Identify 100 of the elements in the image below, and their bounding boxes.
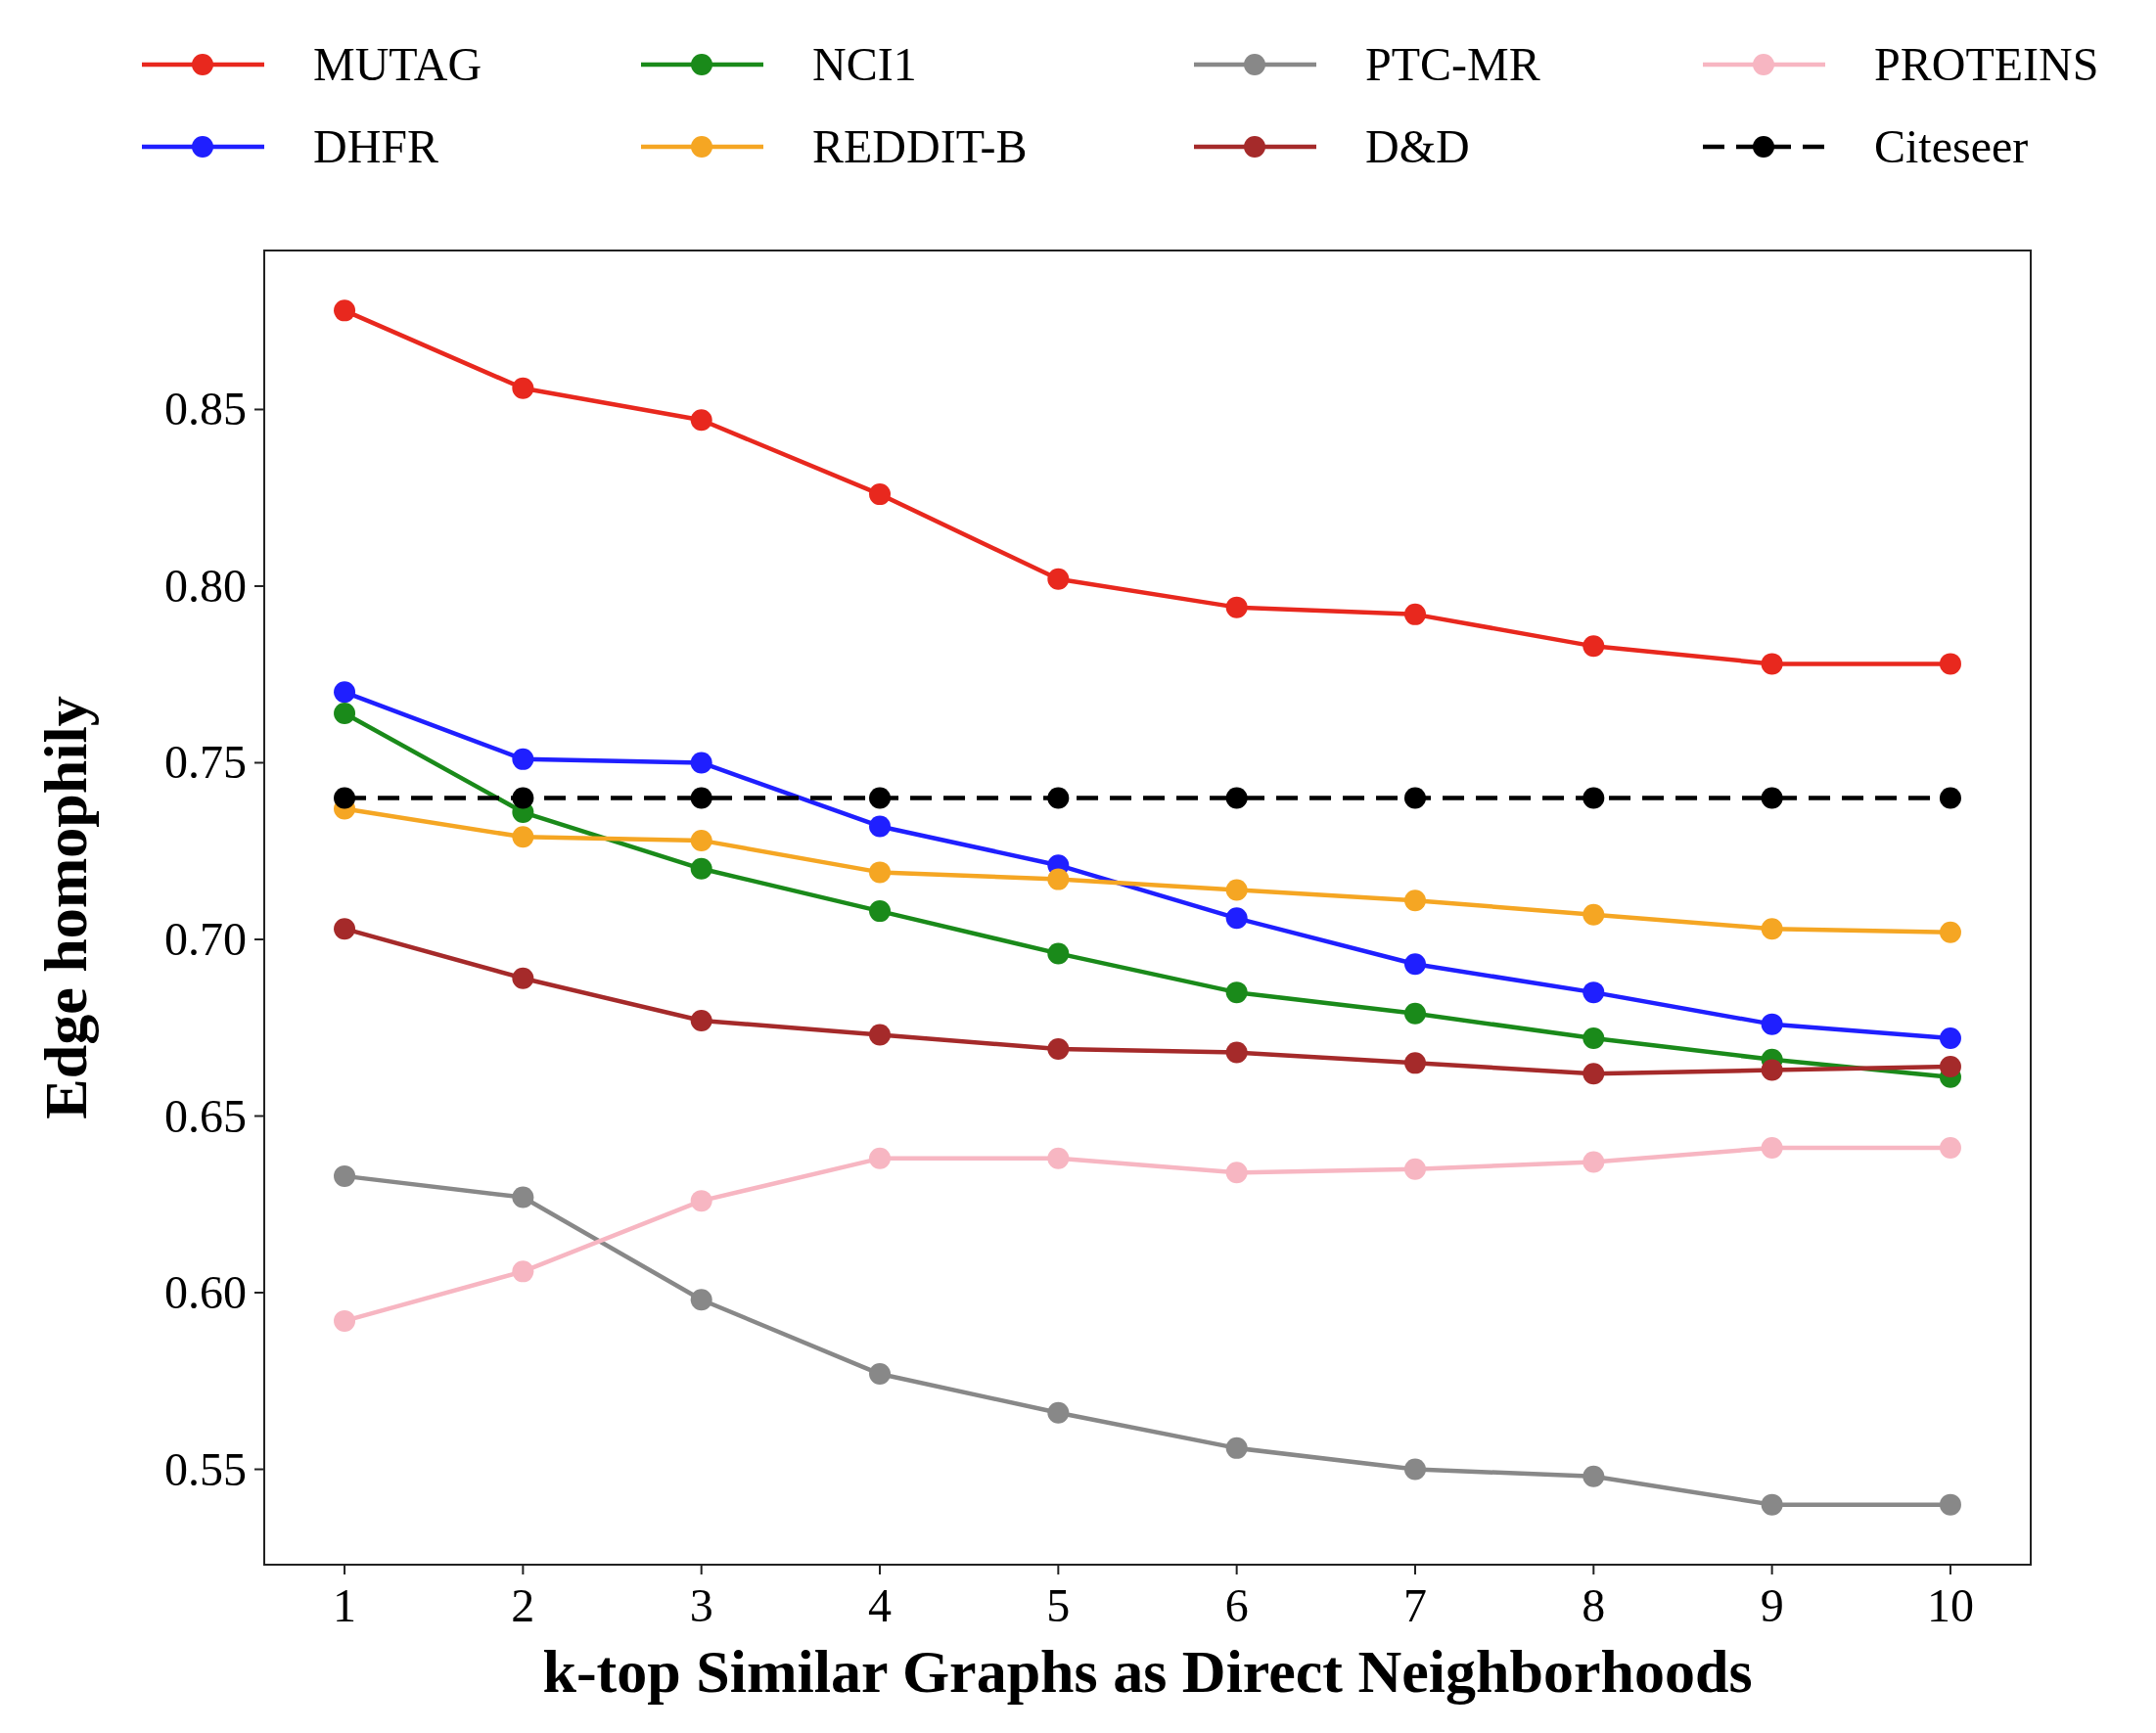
point — [1403, 603, 1426, 625]
point — [690, 1289, 712, 1311]
x-tick-label: 9 — [1760, 1579, 1784, 1631]
point — [690, 787, 712, 809]
y-tick-label: 0.85 — [164, 383, 247, 435]
point — [1047, 1037, 1070, 1060]
point — [1403, 1158, 1426, 1180]
point — [1225, 1162, 1248, 1184]
legend-label: NCI1 — [812, 38, 917, 90]
y-tick-label: 0.75 — [164, 736, 247, 789]
point — [869, 1147, 892, 1169]
point — [1583, 1151, 1605, 1173]
point — [1583, 1027, 1605, 1050]
point — [1761, 1136, 1783, 1159]
point — [334, 787, 356, 809]
point — [1761, 918, 1783, 940]
point — [512, 787, 534, 809]
x-tick-label: 1 — [333, 1579, 357, 1631]
point — [1761, 1059, 1783, 1081]
y-tick-label: 0.80 — [164, 559, 247, 612]
point — [869, 815, 892, 838]
point — [334, 681, 356, 704]
x-axis-title: k-top Similar Graphs as Direct Neighborhoods — [542, 1638, 1753, 1705]
point — [690, 752, 712, 774]
point — [869, 861, 892, 884]
point — [869, 483, 892, 506]
point — [512, 377, 534, 399]
point — [1939, 787, 1961, 809]
point — [869, 1024, 892, 1046]
point — [1583, 903, 1605, 926]
point — [1939, 1493, 1961, 1516]
point — [1583, 787, 1605, 809]
x-tick-label: 3 — [689, 1579, 713, 1631]
point — [512, 1260, 534, 1283]
point — [1403, 953, 1426, 976]
point — [869, 900, 892, 923]
point — [1939, 1027, 1961, 1050]
point — [1047, 787, 1070, 809]
point — [690, 829, 712, 851]
point — [1761, 653, 1783, 675]
point — [512, 1186, 534, 1209]
y-tick-label: 0.65 — [164, 1089, 247, 1142]
x-tick-label: 10 — [1926, 1579, 1974, 1631]
point — [1225, 787, 1248, 809]
point — [1403, 1002, 1426, 1025]
point — [1403, 1052, 1426, 1074]
y-tick-label: 0.55 — [164, 1442, 247, 1495]
point — [1047, 942, 1070, 965]
point — [1047, 1401, 1070, 1424]
legend-label: REDDIT-B — [812, 120, 1028, 172]
y-tick-label: 0.60 — [164, 1266, 247, 1319]
point — [1403, 1458, 1426, 1481]
y-tick-label: 0.70 — [164, 912, 247, 965]
point — [690, 1010, 712, 1032]
point — [1225, 1437, 1248, 1459]
x-tick-label: 4 — [868, 1579, 893, 1631]
point — [1047, 568, 1070, 590]
point — [1939, 653, 1961, 675]
point — [1403, 889, 1426, 912]
point — [1047, 868, 1070, 890]
x-tick-label: 7 — [1402, 1579, 1427, 1631]
point — [334, 702, 356, 724]
point — [334, 918, 356, 940]
legend-label: DHFR — [313, 120, 439, 172]
point — [1761, 1493, 1783, 1516]
point — [869, 1363, 892, 1386]
legend-label: D&D — [1365, 120, 1470, 172]
point — [1225, 596, 1248, 618]
point — [334, 1309, 356, 1332]
point — [1583, 1465, 1605, 1487]
point — [869, 787, 892, 809]
point — [1939, 1136, 1961, 1159]
point — [1225, 907, 1248, 930]
x-tick-label: 6 — [1224, 1579, 1249, 1631]
point — [1939, 1055, 1961, 1077]
legend-label: PTC-MR — [1365, 38, 1540, 90]
point — [1761, 1013, 1783, 1035]
legend-label: Citeseer — [1874, 120, 2029, 172]
point — [1225, 1041, 1248, 1064]
point — [690, 857, 712, 880]
point — [1583, 635, 1605, 658]
legend-label: MUTAG — [313, 38, 482, 90]
point — [512, 826, 534, 848]
point — [1583, 981, 1605, 1004]
point — [1761, 787, 1783, 809]
point — [512, 748, 534, 770]
point — [1225, 981, 1248, 1004]
point — [1225, 879, 1248, 901]
x-tick-label: 2 — [511, 1579, 535, 1631]
point — [1403, 787, 1426, 809]
point — [1583, 1063, 1605, 1085]
point — [690, 409, 712, 432]
point — [334, 1164, 356, 1187]
point — [1047, 1147, 1070, 1169]
point — [334, 299, 356, 322]
point — [512, 967, 534, 989]
point — [1939, 921, 1961, 943]
y-axis-title: Edge homophily — [32, 696, 99, 1119]
x-tick-label: 5 — [1046, 1579, 1071, 1631]
x-tick-label: 8 — [1582, 1579, 1606, 1631]
